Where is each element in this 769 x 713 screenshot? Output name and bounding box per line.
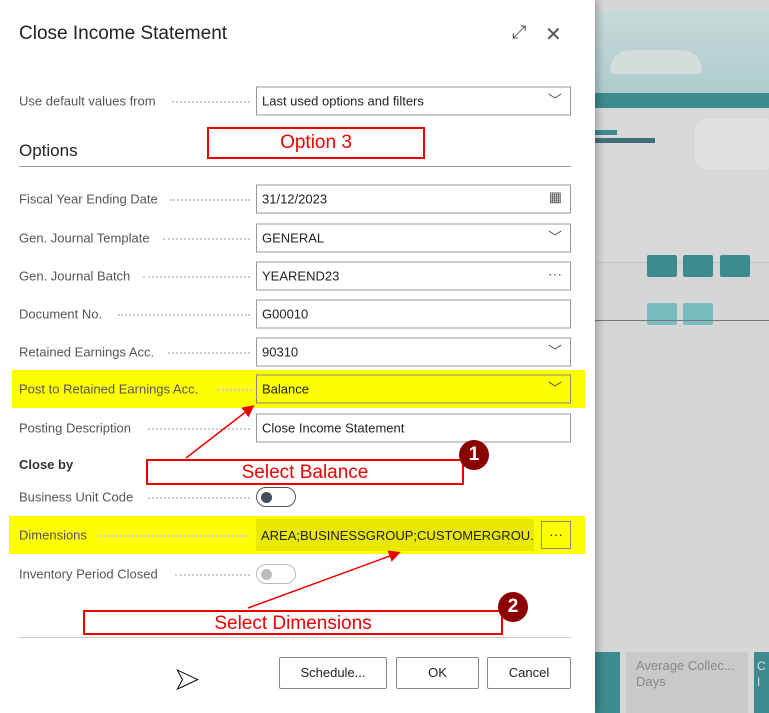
chevron-down-icon: ﹀	[548, 380, 562, 397]
select-value: GENERAL	[262, 230, 325, 246]
field-label: Posting Description	[19, 420, 131, 436]
field-label: Dimensions	[19, 527, 87, 543]
tile	[720, 255, 750, 277]
cloud-icon	[610, 50, 702, 74]
calendar-icon[interactable]: ▦	[548, 188, 562, 205]
batch-row: Gen. Journal Batch YEAREND23 ···	[0, 257, 595, 295]
select-value: Balance	[262, 381, 309, 397]
document-no-row: Document No. G00010	[0, 295, 595, 333]
tile	[647, 303, 677, 325]
divider	[19, 166, 571, 167]
tile	[647, 255, 677, 277]
post-to-retained-earnings-select[interactable]: Balance ﹀	[256, 374, 571, 404]
document-no-input[interactable]: G00010	[256, 299, 571, 329]
field-label: Post to Retained Earnings Acc.	[19, 381, 199, 397]
banner-band	[595, 93, 769, 108]
annotation-option: Option 3	[207, 127, 425, 159]
chevron-down-icon: ﹀	[548, 92, 562, 109]
field-label: Gen. Journal Batch	[19, 268, 131, 284]
more-options-icon[interactable]: ···	[548, 265, 562, 282]
inventory-period-closed-toggle[interactable]	[256, 564, 296, 584]
background-page: Average Collec... Days C I	[595, 0, 769, 713]
dimensions-row: Dimensions AREA;BUSINESSGROUP;CUSTOMERGR…	[9, 516, 585, 554]
select-value: 90310	[262, 344, 299, 360]
business-unit-code-toggle[interactable]	[256, 487, 296, 507]
close-income-statement-dialog: Close Income Statement ⤢ ✕ Use default v…	[0, 0, 595, 713]
posting-description-row: Posting Description Close Income Stateme…	[0, 409, 595, 447]
inventory-period-row: Inventory Period Closed	[0, 555, 595, 593]
kpi-label: Average Collec... Days	[636, 658, 735, 689]
cancel-button[interactable]: Cancel	[487, 657, 571, 689]
post-to-retained-row: Post to Retained Earnings Acc. Balance ﹀	[12, 370, 585, 408]
posting-description-input[interactable]: Close Income Statement	[256, 413, 571, 443]
divider	[19, 637, 571, 638]
close-icon[interactable]: ✕	[545, 24, 562, 46]
close-by-heading: Close by	[19, 457, 74, 472]
step-badge-1: 1	[459, 440, 489, 470]
decor-line	[595, 130, 617, 135]
sparkle-chat-icon	[695, 119, 769, 169]
input-value: G00010	[262, 306, 309, 322]
tile	[683, 255, 713, 277]
select-value: Last used options and filters	[262, 93, 424, 109]
chevron-down-icon: ﹀	[548, 229, 562, 246]
ok-button[interactable]: OK	[396, 657, 479, 689]
step-badge-2: 2	[498, 592, 528, 622]
field-label: Document No.	[19, 306, 103, 322]
fiscal-year-ending-date-input[interactable]: 31/12/2023 ▦	[256, 184, 571, 214]
field-label: Inventory Period Closed	[19, 566, 158, 582]
template-row: Gen. Journal Template GENERAL ﹀	[0, 219, 595, 257]
field-label: Retained Earnings Acc.	[19, 344, 155, 360]
input-value: 31/12/2023	[262, 191, 328, 207]
retained-earnings-acc-select[interactable]: 90310 ﹀	[256, 337, 571, 367]
mouse-cursor-icon: ➤	[173, 663, 200, 697]
annotation-select-dimensions: Select Dimensions	[83, 610, 503, 635]
dialog-title: Close Income Statement	[19, 23, 228, 44]
tile	[683, 303, 713, 325]
schedule-button[interactable]: Schedule...	[279, 657, 387, 689]
field-label: Business Unit Code	[19, 489, 134, 505]
default-values-row: Use default values from Last used option…	[0, 82, 595, 120]
input-value: YEAREND23	[262, 268, 340, 284]
kpi-card-average-collection[interactable]: Average Collec... Days	[626, 652, 748, 713]
annotation-select-balance: Select Balance	[146, 459, 464, 485]
divider	[595, 320, 769, 321]
kpi-label: C I	[757, 659, 766, 689]
dimensions-value[interactable]: AREA;BUSINESSGROUP;CUSTOMERGROU...	[256, 519, 534, 551]
default-values-select[interactable]: Last used options and filters ﹀	[256, 86, 571, 116]
dimensions-more-button[interactable]: ···	[541, 521, 571, 549]
decor-line	[595, 138, 655, 143]
kpi-card[interactable]: C I	[754, 652, 769, 713]
field-label: Gen. Journal Template	[19, 230, 150, 246]
chevron-down-icon: ﹀	[548, 343, 562, 360]
fiscal-year-row: Fiscal Year Ending Date 31/12/2023 ▦	[0, 180, 595, 218]
retained-earnings-row: Retained Earnings Acc. 90310 ﹀	[0, 333, 595, 371]
kpi-card[interactable]	[595, 652, 620, 713]
expand-icon[interactable]: ⤢	[512, 22, 527, 42]
input-value: Close Income Statement	[262, 420, 405, 436]
gen-journal-template-select[interactable]: GENERAL ﹀	[256, 223, 571, 253]
field-label: Use default values from	[19, 93, 156, 109]
business-unit-row: Business Unit Code	[0, 478, 595, 516]
field-label: Fiscal Year Ending Date	[19, 191, 158, 207]
gen-journal-batch-input[interactable]: YEAREND23 ···	[256, 261, 571, 291]
options-heading: Options	[19, 141, 78, 160]
